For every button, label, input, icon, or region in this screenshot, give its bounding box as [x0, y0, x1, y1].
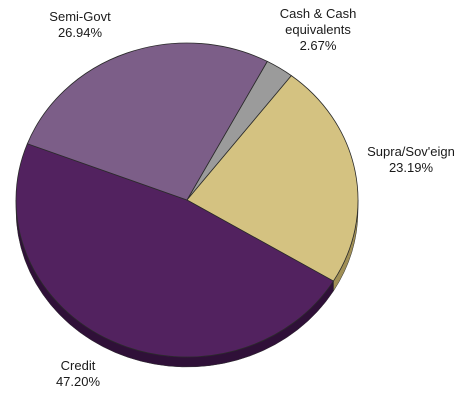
pie-label-layer: Cash & Cash equivalents 2.67% Supra/Sov'eig…	[49, 6, 455, 389]
slice-label-supra-sov-eign: Supra/Sov'eign 23.19%	[367, 144, 455, 175]
slice-label-cash-cash-equivalents: Cash & Cash equivalents 2.67%	[280, 6, 357, 53]
slice-name-credit: Credit	[61, 358, 96, 373]
slice-name-cash-cash-equivalents: equivalents	[285, 22, 351, 37]
pie-slice-semi-govt	[26, 42, 268, 201]
pie-slice-supra-sov-eign	[186, 75, 359, 282]
slice-name-semi-govt: Semi-Govt	[49, 9, 111, 24]
slice-value-credit: 47.20%	[56, 374, 101, 389]
pie-slice-credit	[15, 143, 334, 358]
slice-name-cash-cash-equivalents: Cash & Cash	[280, 6, 357, 21]
slice-value-semi-govt: 26.94%	[58, 25, 103, 40]
pie-slice-layer	[15, 42, 359, 358]
slice-value-cash-cash-equivalents: 2.67%	[300, 38, 337, 53]
slice-label-credit: Credit 47.20%	[56, 358, 101, 389]
slice-value-supra-sov-eign: 23.19%	[389, 160, 434, 175]
slice-label-semi-govt: Semi-Govt 26.94%	[49, 9, 111, 40]
slice-name-supra-sov-eign: Supra/Sov'eign	[367, 144, 455, 159]
